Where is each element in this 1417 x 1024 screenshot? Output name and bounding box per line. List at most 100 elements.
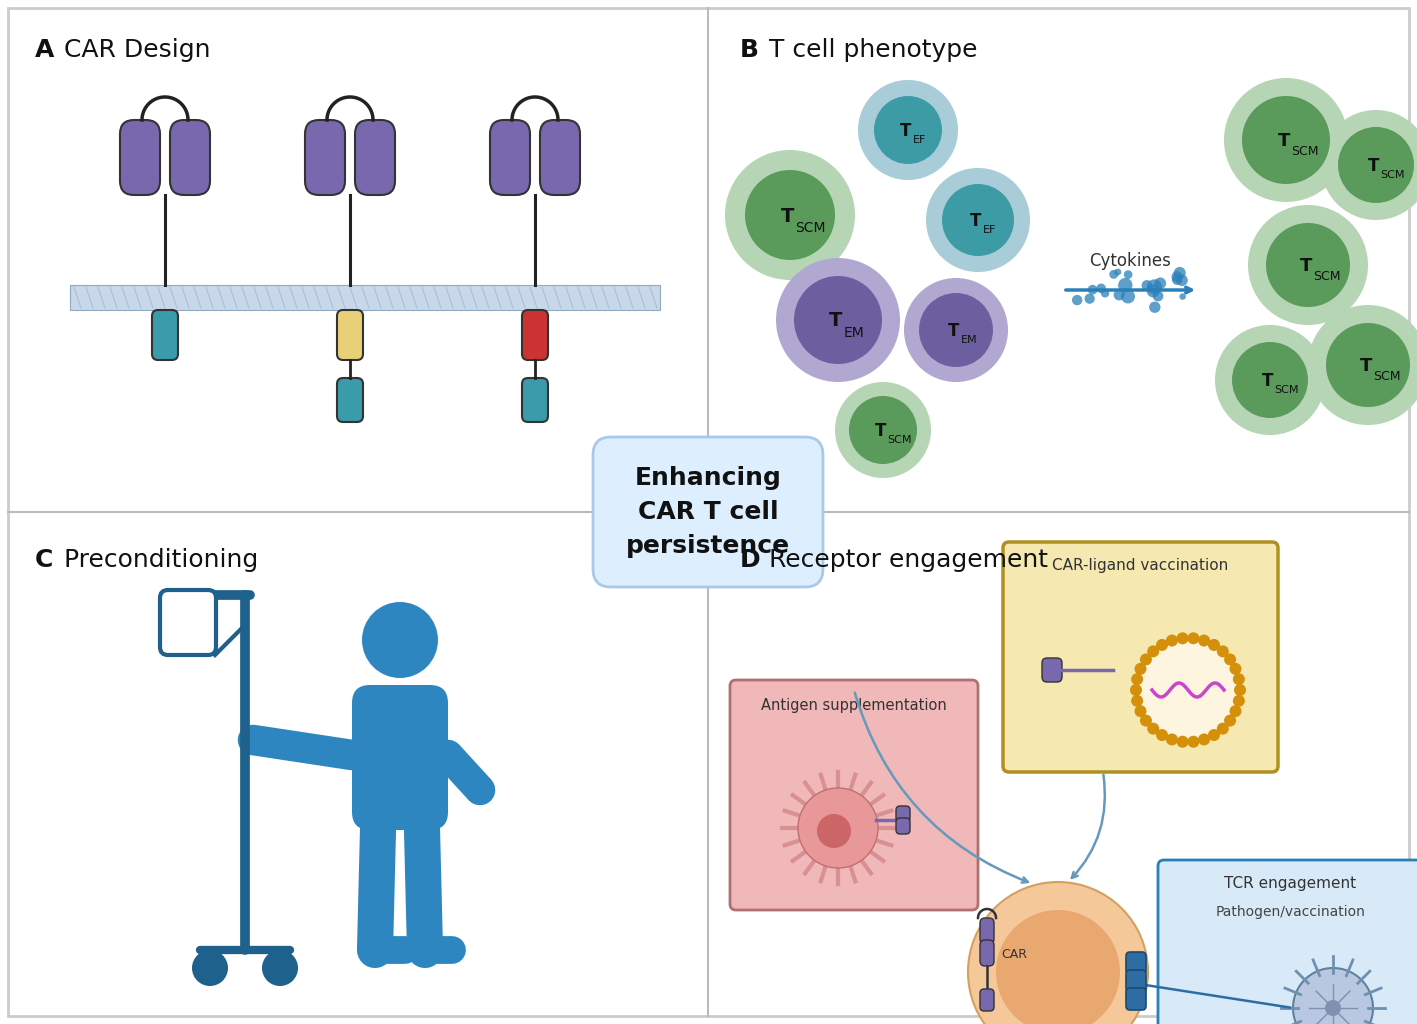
FancyBboxPatch shape (160, 590, 215, 655)
Circle shape (1088, 285, 1097, 295)
Text: T: T (1263, 372, 1274, 390)
Text: T: T (876, 422, 887, 440)
Circle shape (1149, 301, 1161, 313)
Circle shape (1101, 289, 1110, 298)
Text: EM: EM (961, 335, 978, 345)
Circle shape (1155, 278, 1166, 289)
FancyBboxPatch shape (356, 120, 395, 195)
Circle shape (777, 258, 900, 382)
Text: T: T (781, 207, 795, 225)
Circle shape (1166, 635, 1178, 646)
Circle shape (1176, 274, 1187, 286)
Circle shape (1148, 645, 1159, 657)
Text: Enhancing
CAR T cell
persistence: Enhancing CAR T cell persistence (626, 467, 791, 557)
Circle shape (1308, 305, 1417, 425)
Circle shape (1114, 289, 1125, 300)
FancyBboxPatch shape (521, 310, 548, 360)
Text: Preconditioning: Preconditioning (48, 548, 258, 572)
Circle shape (1217, 723, 1229, 734)
Circle shape (1241, 96, 1331, 184)
Circle shape (1321, 110, 1417, 220)
FancyBboxPatch shape (1003, 542, 1278, 772)
Text: Receptor engagement: Receptor engagement (752, 548, 1049, 572)
FancyBboxPatch shape (896, 806, 910, 822)
Circle shape (1118, 278, 1132, 293)
Circle shape (1248, 205, 1367, 325)
Text: C: C (35, 548, 54, 572)
Circle shape (1084, 294, 1095, 304)
Circle shape (1139, 715, 1152, 727)
Circle shape (874, 96, 942, 164)
FancyBboxPatch shape (1158, 860, 1417, 1024)
Circle shape (1326, 323, 1410, 407)
FancyBboxPatch shape (305, 120, 344, 195)
Circle shape (1142, 280, 1152, 291)
Text: TCR engagement: TCR engagement (1224, 876, 1356, 891)
Circle shape (920, 293, 993, 367)
Circle shape (1129, 684, 1142, 696)
Circle shape (1325, 1000, 1340, 1016)
Circle shape (1097, 284, 1105, 293)
Text: SCM: SCM (1291, 145, 1318, 159)
FancyBboxPatch shape (896, 818, 910, 834)
Text: SCM: SCM (795, 221, 826, 234)
Text: CAR: CAR (1000, 947, 1027, 961)
Text: Antigen supplementation: Antigen supplementation (761, 698, 947, 713)
Circle shape (1224, 715, 1236, 727)
Text: EF: EF (982, 225, 996, 236)
Circle shape (942, 184, 1015, 256)
FancyBboxPatch shape (490, 120, 530, 195)
Circle shape (1338, 127, 1414, 203)
Text: SCM: SCM (1380, 170, 1406, 180)
Text: T: T (829, 311, 843, 331)
FancyBboxPatch shape (592, 437, 823, 587)
Circle shape (968, 882, 1148, 1024)
Circle shape (1110, 270, 1118, 279)
Text: T cell phenotype: T cell phenotype (752, 38, 978, 62)
Circle shape (191, 950, 228, 986)
FancyBboxPatch shape (1127, 970, 1146, 992)
FancyBboxPatch shape (1041, 658, 1061, 682)
Circle shape (904, 278, 1007, 382)
Circle shape (1209, 639, 1220, 651)
Circle shape (1224, 78, 1348, 202)
FancyBboxPatch shape (351, 685, 448, 830)
Circle shape (1231, 342, 1308, 418)
Text: T: T (900, 122, 911, 140)
Circle shape (1179, 293, 1186, 300)
FancyBboxPatch shape (1127, 952, 1146, 974)
FancyBboxPatch shape (981, 940, 993, 966)
Bar (69, 285, 660, 310)
Circle shape (1156, 639, 1168, 651)
Circle shape (925, 168, 1030, 272)
Circle shape (1166, 733, 1178, 745)
FancyBboxPatch shape (981, 918, 993, 944)
Circle shape (1230, 706, 1241, 717)
Text: T: T (971, 212, 982, 230)
Text: Cytokines: Cytokines (1090, 252, 1172, 270)
Text: T: T (1299, 257, 1312, 275)
Circle shape (1187, 735, 1199, 748)
Circle shape (1148, 723, 1159, 734)
Text: EM: EM (843, 326, 864, 340)
FancyBboxPatch shape (540, 120, 580, 195)
Circle shape (849, 396, 917, 464)
Circle shape (1217, 645, 1229, 657)
Circle shape (745, 170, 835, 260)
Circle shape (1073, 295, 1083, 305)
Circle shape (1292, 968, 1373, 1024)
Circle shape (798, 788, 879, 868)
Text: T: T (1360, 357, 1372, 375)
Circle shape (1121, 290, 1135, 303)
Circle shape (262, 950, 298, 986)
Circle shape (1176, 735, 1189, 748)
Circle shape (1131, 695, 1144, 707)
Circle shape (1139, 653, 1152, 666)
Text: T: T (1278, 132, 1291, 150)
Circle shape (1131, 673, 1144, 685)
Text: Pathogen/vaccination: Pathogen/vaccination (1216, 905, 1366, 919)
Circle shape (1146, 285, 1159, 297)
Circle shape (1233, 673, 1246, 685)
Circle shape (1124, 270, 1132, 279)
Text: A: A (35, 38, 54, 62)
